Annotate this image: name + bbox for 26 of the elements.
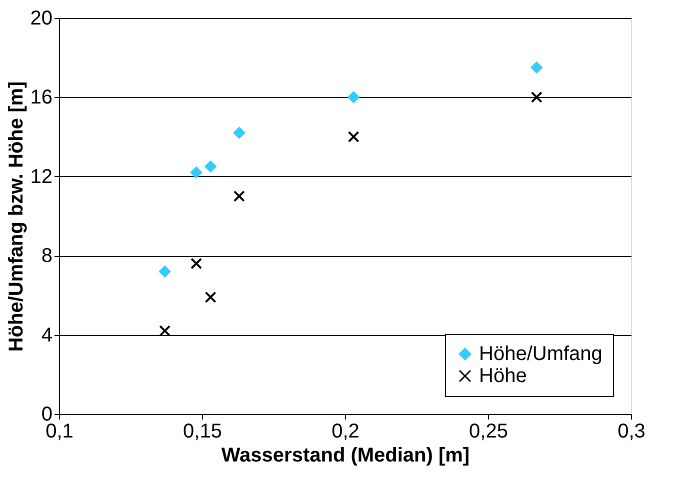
y-tick-label: 4 — [41, 324, 52, 346]
x-tick-label: 0,15 — [183, 420, 222, 442]
point — [530, 91, 542, 103]
point — [190, 166, 202, 178]
y-axis-title: Höhe/Umfang bzw. Höhe [m] — [5, 81, 28, 352]
y-tick-label: 16 — [30, 86, 52, 109]
y-tick-label: 12 — [30, 166, 52, 188]
legend-label: Höhe — [479, 365, 527, 387]
y-tick-label: 20 — [30, 8, 52, 30]
point — [159, 266, 171, 278]
x-axis-title: Wasserstand (Median) [m] — [221, 444, 470, 466]
x-tick-label: 0,1 — [46, 420, 74, 442]
point — [190, 258, 202, 270]
point — [204, 291, 216, 303]
legend-label: Höhe/Umfang — [479, 343, 602, 365]
point — [159, 325, 171, 337]
x-tick-label: 0,25 — [469, 420, 508, 442]
x-tick-label: 0,2 — [332, 420, 360, 442]
point — [348, 91, 360, 103]
point — [204, 160, 216, 172]
y-tick-label: 8 — [41, 245, 52, 268]
point — [233, 127, 245, 139]
point — [233, 190, 245, 202]
point — [530, 62, 542, 74]
point — [348, 131, 360, 143]
x-tick-label: 0,3 — [618, 420, 646, 442]
